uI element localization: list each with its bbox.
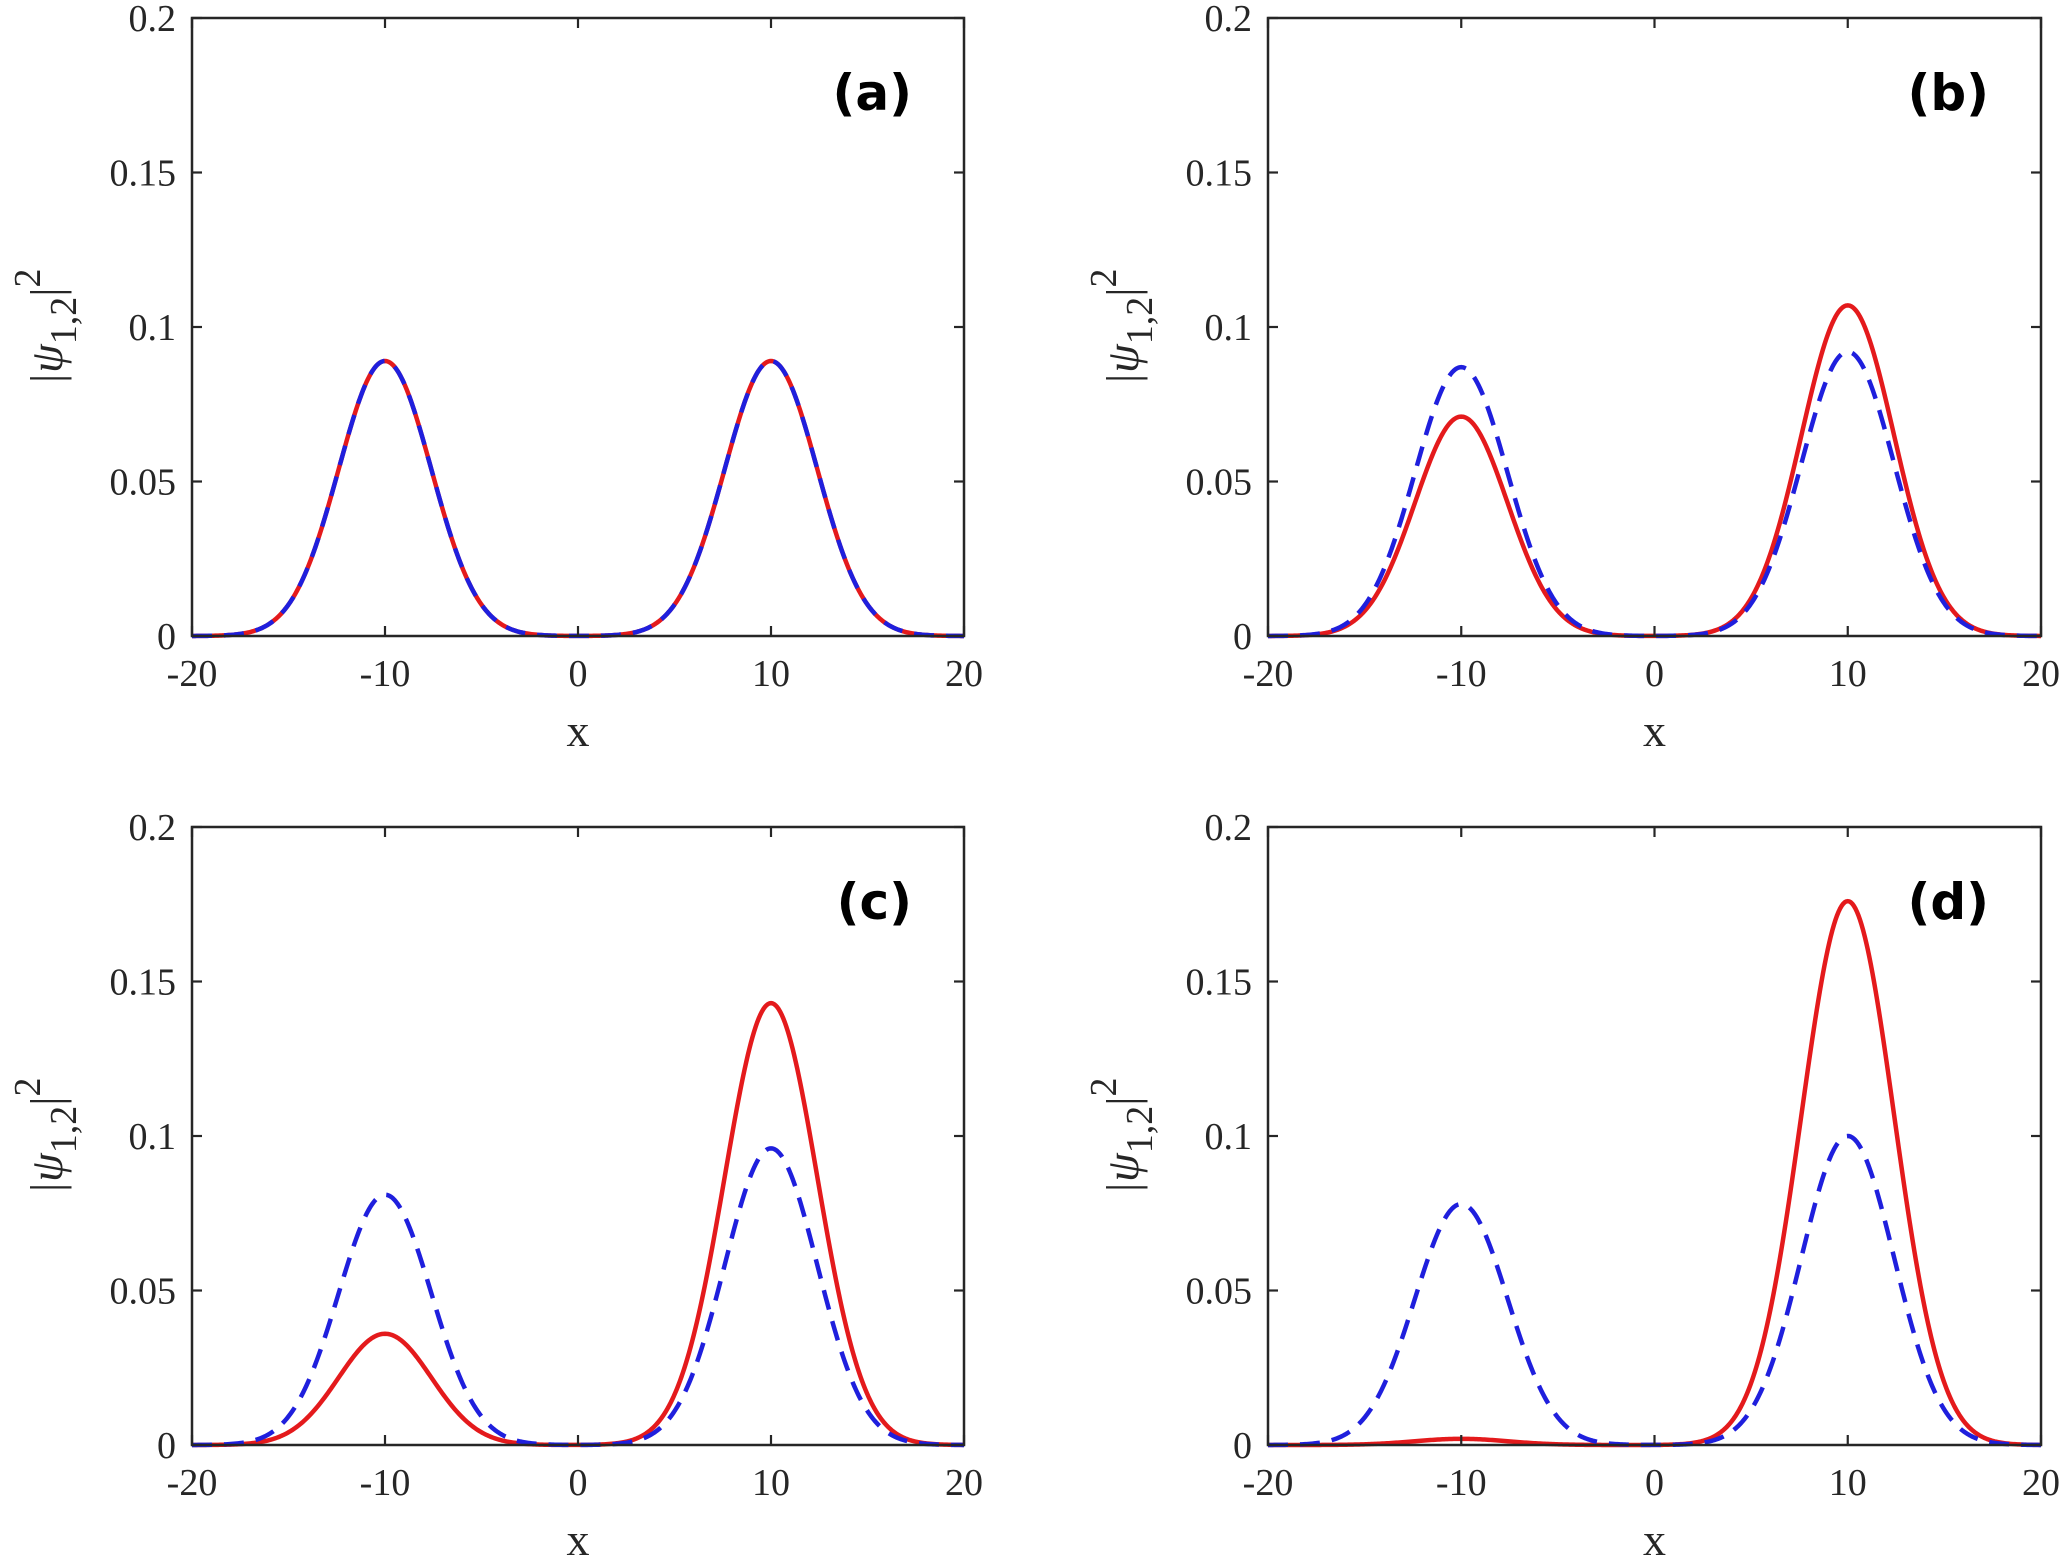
x-axis-label: x <box>567 705 590 756</box>
x-axis-label: x <box>1643 705 1666 756</box>
y-tick-label: 0.1 <box>1205 1116 1253 1158</box>
x-tick-label: 10 <box>1829 653 1867 695</box>
solid-red-curve <box>1267 898 2042 1448</box>
x-tick-label: 0 <box>569 1462 588 1504</box>
x-tick-label: 20 <box>945 653 983 695</box>
x-tick-label: 20 <box>2022 1462 2060 1504</box>
y-tick-label: 0.2 <box>1205 807 1253 849</box>
x-tick-label: -20 <box>1243 1462 1294 1504</box>
x-tick-label: 0 <box>569 653 588 695</box>
y-tick-label: 0.15 <box>1186 962 1253 1004</box>
dashed-blue-curve <box>1267 349 2042 639</box>
y-tick-label: 0.05 <box>110 1271 177 1313</box>
y-tick-label: 0 <box>1233 1425 1252 1467</box>
y-tick-label: 0.2 <box>1205 0 1253 40</box>
y-tick-label: 0.05 <box>1186 462 1253 504</box>
y-tick-label: 0.15 <box>110 962 177 1004</box>
y-tick-label: 0.05 <box>110 462 177 504</box>
y-tick-label: 0.1 <box>129 1116 177 1158</box>
x-tick-label: -10 <box>1436 653 1487 695</box>
x-tick-label: -10 <box>1436 1462 1487 1504</box>
y-tick-label: 0 <box>157 1425 176 1467</box>
panel-b: -20 -10 0 10 20 0 0.05 0.1 0.15 0.2 x |ψ1,2|2 (b) <box>1083 0 2060 756</box>
panel-c: -20 -10 0 10 20 0 0.05 0.1 0.15 0.2 x |ψ1,2|2 (c) <box>7 807 983 1565</box>
x-tick-label: -10 <box>360 1462 411 1504</box>
y-tick-label: 0.2 <box>129 0 177 40</box>
y-tick-label: 0.2 <box>129 807 177 849</box>
panel-a: -20 -10 0 10 20 0 0.05 0.1 0.15 0.2 x |ψ1,2|2 (a) <box>7 0 983 756</box>
dashed-blue-curve <box>191 358 965 639</box>
y-tick-label: 0 <box>157 616 176 658</box>
x-tick-label: 0 <box>1645 1462 1664 1504</box>
solid-red-curve <box>1267 303 2042 639</box>
dashed-blue-curve <box>1267 1133 2042 1448</box>
y-tick-label: 0.05 <box>1186 1271 1253 1313</box>
x-tick-label: 20 <box>945 1462 983 1504</box>
y-tick-label: 0.15 <box>110 153 177 195</box>
y-axis-label: |ψ1,2|2 <box>7 269 85 386</box>
y-tick-label: 0.1 <box>129 307 177 349</box>
y-axis-label: |ψ1,2|2 <box>1083 269 1161 386</box>
dashed-blue-curve <box>191 1146 965 1448</box>
panel-d: -20 -10 0 10 20 0 0.05 0.1 0.15 0.2 x |ψ1,2|2 (d) <box>1083 807 2060 1565</box>
panel-tag: (c) <box>837 873 912 931</box>
x-tick-label: 0 <box>1645 653 1664 695</box>
x-tick-label: 10 <box>1829 1462 1867 1504</box>
y-axis-label: |ψ1,2|2 <box>7 1078 85 1195</box>
panel-tag: (d) <box>1908 873 1990 931</box>
x-tick-label: 20 <box>2022 653 2060 695</box>
x-tick-label: -20 <box>1243 653 1294 695</box>
x-axis-label: x <box>567 1514 590 1565</box>
y-axis-label: |ψ1,2|2 <box>1083 1078 1161 1195</box>
panel-tag: (a) <box>833 64 912 122</box>
x-tick-label: -20 <box>167 1462 218 1504</box>
x-axis-label: x <box>1643 1514 1666 1565</box>
panel-tag: (b) <box>1908 64 1990 122</box>
x-tick-label: -20 <box>167 653 218 695</box>
y-tick-label: 0.15 <box>1186 153 1253 195</box>
y-tick-label: 0 <box>1233 616 1252 658</box>
solid-red-curve <box>191 358 965 639</box>
x-tick-label: -10 <box>360 653 411 695</box>
y-tick-label: 0.1 <box>1205 307 1253 349</box>
x-tick-label: 10 <box>752 653 790 695</box>
x-tick-label: 10 <box>752 1462 790 1504</box>
